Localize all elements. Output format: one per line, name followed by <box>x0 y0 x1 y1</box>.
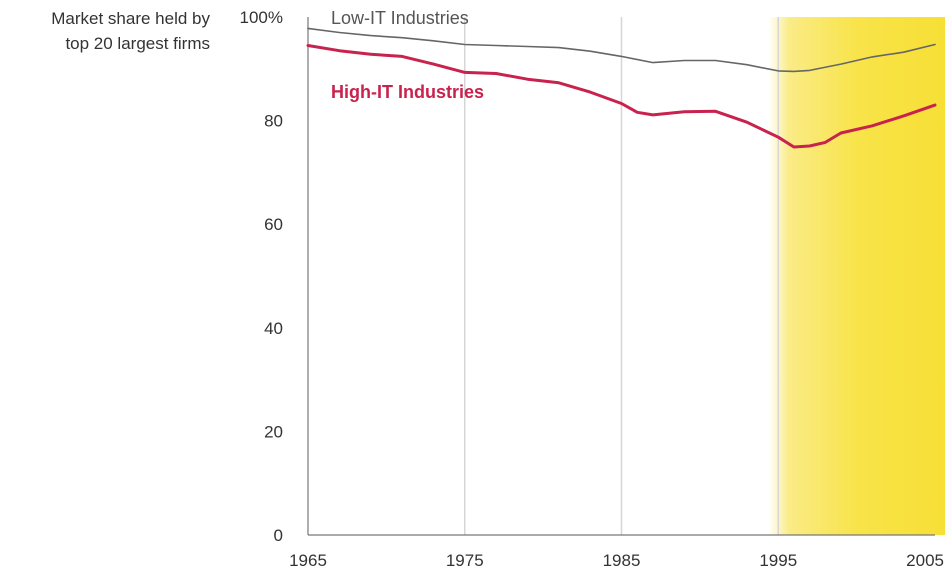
highlight-band <box>768 17 945 535</box>
x-tick-label-1985: 1985 <box>603 551 641 570</box>
y-tick-label-60: 60 <box>264 215 283 234</box>
y-axis-title-line-1: Market share held by <box>51 9 210 28</box>
series-line-low-it <box>307 27 936 73</box>
y-tick-label-40: 40 <box>264 319 283 338</box>
series-label-low-it: Low-IT Industries <box>331 8 469 28</box>
x-tick-label-1965: 1965 <box>289 551 327 570</box>
y-tick-label-0: 0 <box>274 526 283 545</box>
y-axis-title: Market share held by top 20 largest firm… <box>4 6 210 56</box>
x-tick-label-1995: 1995 <box>759 551 797 570</box>
series-label-high-it: High-IT Industries <box>331 82 484 102</box>
x-tick-label-2005: 2005 <box>906 551 944 570</box>
series-line-high-it <box>306 44 937 149</box>
y-tick-label-80: 80 <box>264 112 283 131</box>
y-tick-label-20: 20 <box>264 422 283 441</box>
y-tick-label-100: 100% <box>240 8 283 27</box>
y-axis-title-line-2: top 20 largest firms <box>65 34 210 53</box>
x-tick-label-1975: 1975 <box>446 551 484 570</box>
